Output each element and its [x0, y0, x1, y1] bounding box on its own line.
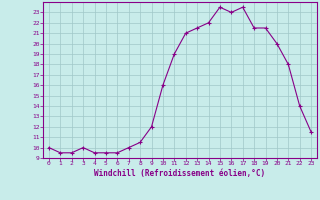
X-axis label: Windchill (Refroidissement éolien,°C): Windchill (Refroidissement éolien,°C): [94, 169, 266, 178]
